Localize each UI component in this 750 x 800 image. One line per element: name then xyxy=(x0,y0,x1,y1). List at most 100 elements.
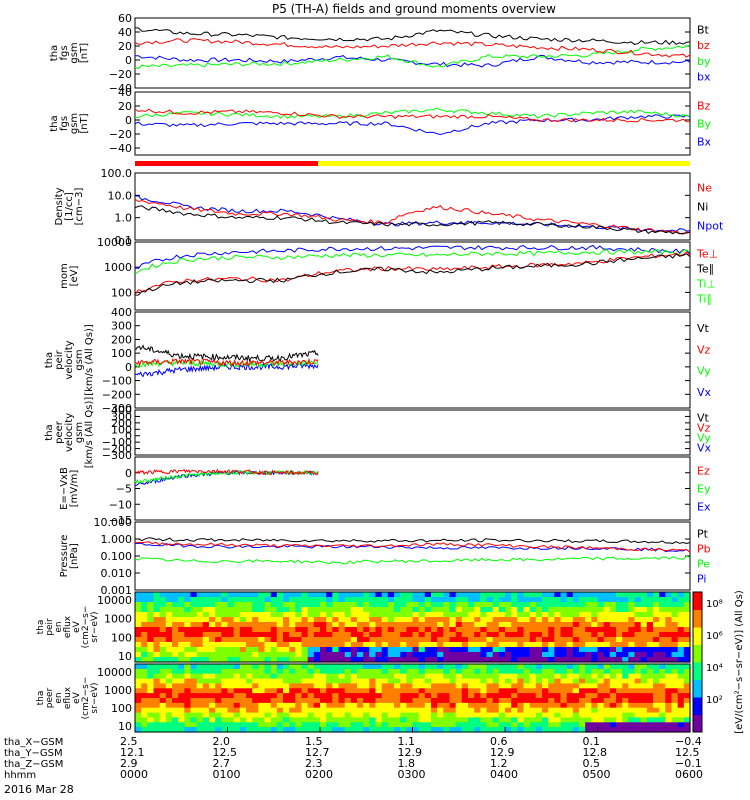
spectrogram-cell xyxy=(301,652,309,658)
spectrogram-cell xyxy=(215,722,222,728)
spectrogram-cell xyxy=(424,612,432,618)
series-Bz xyxy=(134,108,691,123)
spectrogram-cell xyxy=(258,597,266,603)
spectrogram-cell xyxy=(437,717,444,723)
spectrogram-cell xyxy=(659,673,666,680)
spectrogram-cell xyxy=(548,668,555,675)
spectrogram-cell xyxy=(523,612,531,618)
spectrogram-cell xyxy=(387,607,395,613)
spectrogram-cell xyxy=(474,652,481,658)
spectrogram-cell xyxy=(295,622,303,628)
y-tick-label: 1000 xyxy=(104,613,132,626)
spectrogram-cell xyxy=(184,727,192,733)
spectrogram-cell xyxy=(579,702,586,709)
spectrogram-cell xyxy=(369,668,377,675)
spectrogram-cell xyxy=(486,688,494,694)
y-tick-label: 0 xyxy=(125,467,132,480)
spectrogram-cell xyxy=(616,637,623,643)
spectrogram-cell xyxy=(264,652,272,658)
spectrogram-cell xyxy=(634,612,642,618)
spectrogram-cell xyxy=(461,707,469,714)
spectrogram-cell xyxy=(486,673,494,680)
spectrogram-cell xyxy=(646,712,654,719)
spectrogram-cell xyxy=(628,668,636,675)
spectrogram-cell xyxy=(202,702,210,709)
spectrogram-cell xyxy=(653,668,660,675)
spectrogram-cell xyxy=(227,702,235,709)
spectrogram-cell xyxy=(517,668,525,675)
spectrogram-cell xyxy=(616,683,623,689)
spectrogram-cell xyxy=(375,637,383,643)
spectrogram-cell xyxy=(517,664,525,670)
spectrogram-cell xyxy=(332,693,340,699)
spectrogram-cell xyxy=(387,688,395,694)
spectrogram-cell xyxy=(634,622,642,628)
spectrogram-cell xyxy=(616,727,623,733)
spectrogram-cell xyxy=(616,712,623,719)
spectrogram-cell xyxy=(486,712,494,719)
spectrogram-cell xyxy=(560,664,568,670)
spectrogram-cell xyxy=(418,647,426,653)
spectrogram-cell xyxy=(357,683,364,689)
spectrogram-cell xyxy=(653,673,660,680)
spectrogram-cell xyxy=(505,642,512,648)
spectrogram-cell xyxy=(246,727,253,733)
spectrogram-cell xyxy=(184,632,192,638)
spectrogram-cell xyxy=(400,597,407,603)
spectrogram-cell xyxy=(295,683,303,689)
spectrogram-cell xyxy=(671,698,679,704)
spectrogram-cell xyxy=(332,642,340,648)
spectrogram-cell xyxy=(529,612,537,618)
spectrogram-cell xyxy=(480,698,488,704)
spectrogram-cell xyxy=(406,617,414,623)
spectrogram-cell xyxy=(135,642,142,648)
spectrogram-cell xyxy=(320,632,327,638)
spectrogram-cell xyxy=(511,657,518,663)
spectrogram-cell xyxy=(190,693,198,699)
legend-entry: Vz xyxy=(697,422,711,435)
spectrogram-cell xyxy=(523,647,531,653)
spectrogram-cell xyxy=(332,698,340,704)
spectrogram-cell xyxy=(375,602,383,608)
spectrogram-cell xyxy=(671,722,679,728)
spectrogram-cell xyxy=(677,602,685,608)
spectrogram-cell xyxy=(375,597,383,603)
spectrogram-cell xyxy=(338,592,346,598)
spectrogram-cell xyxy=(357,717,364,723)
spectrogram-cell xyxy=(147,722,155,728)
spectrogram-cell xyxy=(147,727,155,733)
spectrogram-cell xyxy=(394,693,401,699)
spectrogram-cell xyxy=(209,657,216,663)
spectrogram-cell xyxy=(468,678,475,685)
spectrogram-cell xyxy=(622,622,629,628)
spectrogram-cell xyxy=(141,597,148,603)
spectrogram-cell xyxy=(270,617,278,623)
spectrogram-cell xyxy=(172,647,179,653)
spectrogram-cell xyxy=(560,612,568,618)
spectrogram-cell xyxy=(646,617,654,623)
spectrogram-cell xyxy=(455,712,463,719)
spectrogram-cell xyxy=(239,722,247,728)
spectrogram-cell xyxy=(283,664,290,670)
spectrogram-cell xyxy=(375,712,383,719)
spectrogram-cell xyxy=(400,673,407,680)
spectrogram-cell xyxy=(468,652,475,658)
spectrogram-cell xyxy=(320,642,327,648)
spectrogram-cell xyxy=(468,597,475,603)
spectrogram-cell xyxy=(258,632,266,638)
spectrogram-cell xyxy=(449,652,457,658)
spectrogram-cell xyxy=(381,597,389,603)
spectrogram-cell xyxy=(542,664,549,670)
spectrogram-cell xyxy=(283,627,290,633)
spectrogram-cell xyxy=(357,702,364,709)
spectrogram-cell xyxy=(603,727,611,733)
spectrogram-cell xyxy=(646,707,654,714)
spectrogram-cell xyxy=(492,602,500,608)
spectrogram-cell xyxy=(665,637,673,643)
series-Pb xyxy=(134,541,691,553)
spectrogram-cell xyxy=(628,712,636,719)
spectrogram-cell xyxy=(375,688,383,694)
spectrogram-cell xyxy=(455,707,463,714)
spectrogram-cell xyxy=(295,602,303,608)
spectrogram-cell xyxy=(258,678,266,685)
